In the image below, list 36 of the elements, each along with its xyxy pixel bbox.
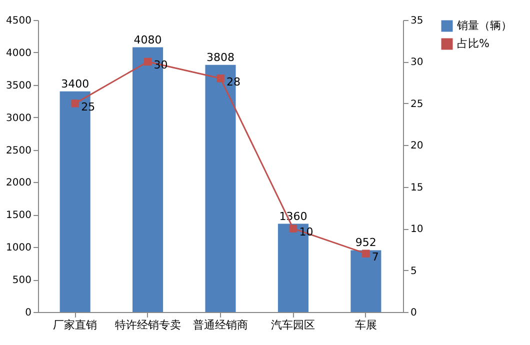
y-tick-label: 500 <box>12 275 32 286</box>
y-tick-label: 2500 <box>6 145 32 156</box>
y2-tick-label: 30 <box>410 57 424 68</box>
y2-tick-label: 35 <box>410 16 424 26</box>
point <box>289 224 298 232</box>
y-tick-label: 3500 <box>6 80 32 92</box>
y2-tick-label: 5 <box>410 266 417 277</box>
y2-tick-label: 15 <box>410 182 424 194</box>
data-label: 7 <box>372 250 379 264</box>
x-tick-label: 汽车园区 <box>271 318 316 332</box>
y-tick-label: 0 <box>25 308 32 318</box>
x-tick-label: 普通经销商 <box>193 318 248 332</box>
y-tick-label: 4000 <box>6 48 32 59</box>
bar <box>350 250 382 312</box>
y2-tick-label: 25 <box>410 98 424 110</box>
point <box>362 250 370 258</box>
x-tick-label: 车展 <box>354 318 377 332</box>
y2-tick-label: 0 <box>410 308 417 318</box>
y-tick-label: 1500 <box>6 210 32 222</box>
data-label: 3400 <box>61 77 90 90</box>
data-label: 3808 <box>206 50 234 64</box>
y-tick-label: 4500 <box>6 16 32 26</box>
legend-label: 占比% <box>457 37 490 50</box>
y2-tick-label: 20 <box>410 140 424 152</box>
point <box>216 74 224 82</box>
point <box>144 58 152 66</box>
y-tick-label: 2000 <box>6 178 32 189</box>
y2-tick-label: 10 <box>410 224 424 236</box>
x-tick-label: 厂家直销 <box>53 318 98 332</box>
data-label: 4080 <box>134 33 162 46</box>
legend-label: 销量（辆） <box>456 19 512 32</box>
data-label: 952 <box>355 236 376 250</box>
point <box>71 100 79 108</box>
y-tick-label: 3000 <box>6 112 32 124</box>
x-tick-label: 特许经销专卖 <box>114 318 181 332</box>
y-tick-label: 1000 <box>6 242 32 254</box>
